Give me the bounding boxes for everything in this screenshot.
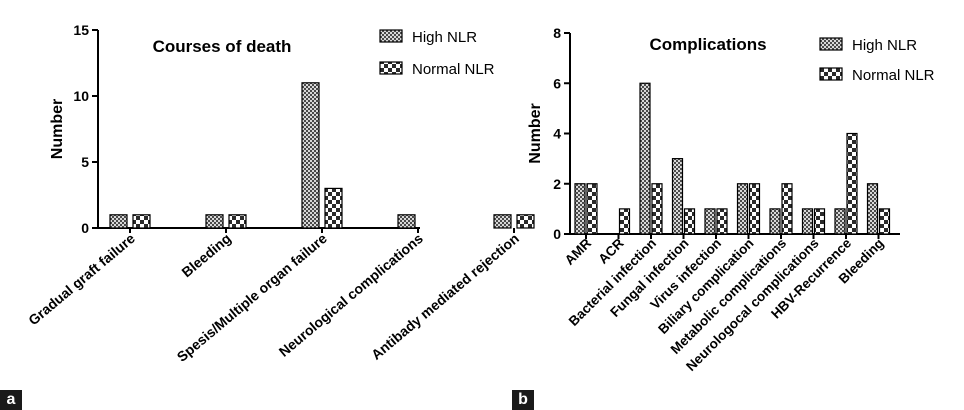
legend-swatch-high-nlr <box>379 29 403 43</box>
bar-normal-nlr <box>586 183 598 235</box>
bar-normal-nlr <box>618 208 631 235</box>
bar-high-nlr <box>574 183 586 235</box>
bar-normal-nlr <box>813 208 826 235</box>
chart-causes-of-death: 0 5 10 15 Number Courses of death Gradual graf… <box>25 22 535 365</box>
bar-high-nlr <box>205 214 224 229</box>
bar-normal-nlr <box>516 214 535 229</box>
legend-swatch-normal-nlr <box>379 61 403 75</box>
y-tick-label: 0 <box>81 220 89 236</box>
bar-normal-nlr <box>846 132 858 235</box>
y-tick-label: 4 <box>553 126 561 142</box>
bar-high-nlr <box>109 214 128 229</box>
legend-swatch-normal-nlr <box>819 67 843 81</box>
y-axis-label: Number <box>49 99 66 159</box>
bar-high-nlr <box>397 214 416 229</box>
legend-label: Normal NLR <box>412 61 495 78</box>
y-tick-label: 15 <box>73 22 89 38</box>
bar-high-nlr <box>769 208 781 235</box>
bar-high-nlr <box>866 183 879 235</box>
legend-label: High NLR <box>412 29 477 46</box>
bar-high-nlr <box>671 158 684 235</box>
bar-high-nlr <box>736 183 749 235</box>
bar-normal-nlr <box>651 183 663 235</box>
y-tick-label: 10 <box>73 88 89 104</box>
y-tick-label: 6 <box>553 75 561 91</box>
y-axis-label: Number <box>527 103 544 163</box>
bar-high-nlr <box>301 82 320 229</box>
bar-normal-nlr <box>878 208 891 235</box>
x-category-label: Gradual graft failure <box>25 230 138 328</box>
chart-title: Courses of death <box>153 37 292 56</box>
chart-title: Complications <box>649 35 766 54</box>
bar-normal-nlr <box>781 183 793 235</box>
legend-swatch-high-nlr <box>819 37 843 51</box>
panel-label-a: a <box>0 390 22 410</box>
bar-high-nlr <box>801 208 814 235</box>
bar-high-nlr <box>639 82 651 235</box>
y-tick-label: 5 <box>81 154 89 170</box>
y-tick-label: 2 <box>553 176 561 192</box>
bar-normal-nlr <box>324 187 343 229</box>
bar-normal-nlr <box>228 214 247 229</box>
x-category-label: AMR <box>562 235 595 268</box>
bar-high-nlr <box>704 208 716 235</box>
bar-normal-nlr <box>683 208 696 235</box>
x-category-label: Bleeding <box>178 230 234 280</box>
y-tick-label: 0 <box>553 226 561 242</box>
bar-normal-nlr <box>716 208 728 235</box>
x-category-label: Spesis/Multiple organ failure <box>174 230 330 365</box>
bar-high-nlr <box>834 208 846 235</box>
legend-label: Normal NLR <box>852 67 935 84</box>
legend-label: High NLR <box>852 37 917 54</box>
panel-label-b: b <box>512 390 534 410</box>
bar-normal-nlr <box>132 214 151 229</box>
bar-normal-nlr <box>748 183 761 235</box>
y-tick-label: 8 <box>553 25 561 41</box>
bar-high-nlr <box>493 214 512 229</box>
